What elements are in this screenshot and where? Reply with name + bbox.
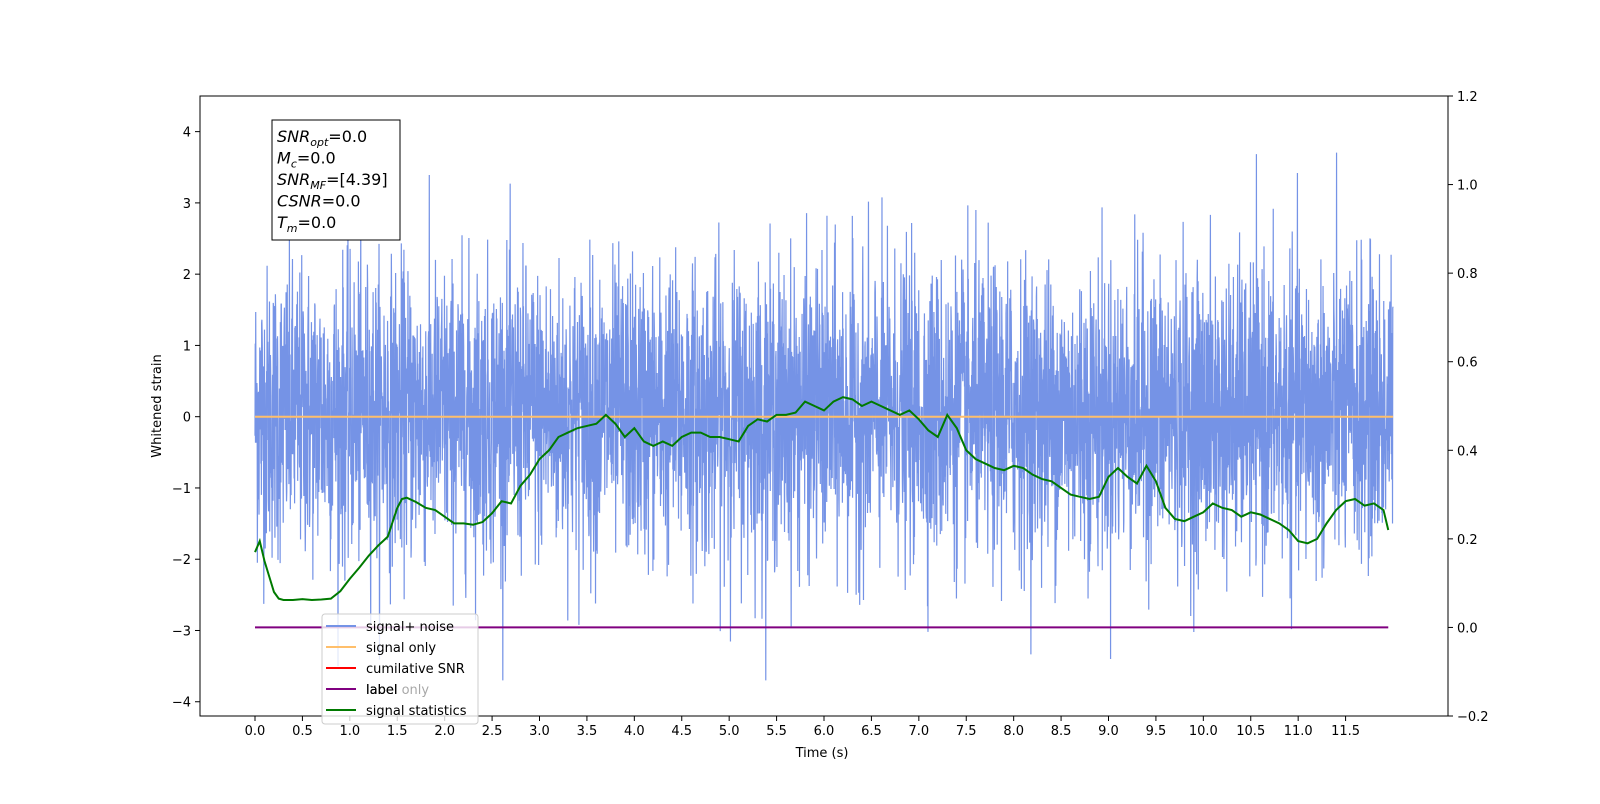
stats-value: =0.0 [328, 127, 367, 146]
x-tick-label: 5.0 [719, 724, 740, 739]
legend-frame [321, 613, 479, 725]
x-tick-label: 0.5 [292, 724, 313, 739]
x-tick-label: 3.0 [529, 724, 550, 739]
y-tick-label: −2 [172, 553, 191, 568]
y2-tick-label: 0.6 [1457, 356, 1478, 371]
stats-annotation-frame [271, 119, 401, 241]
y2-tick-label: 1.0 [1457, 179, 1478, 194]
stats-label: M [277, 149, 291, 168]
stats-annotation-line: SNRopt=0.0 [277, 127, 367, 149]
stats-value: =0.0 [322, 192, 361, 211]
legend-entry-label: label [366, 683, 397, 698]
legend-entry-label-overlapped: label only [366, 683, 429, 698]
x-tick-label: 1.5 [387, 724, 408, 739]
x-tick-label: 11.0 [1284, 724, 1313, 739]
x-axis: 0.0 0.5 1.0 1.5 2.0 2.5 3.0 3.5 4.0 4.5 5.0 5.5 6.0 6… [245, 716, 1360, 739]
y2-tick-label: 1.2 [1457, 90, 1478, 105]
noise-series-group [254, 152, 1394, 681]
legend[interactable]: signal+ noise signal only cumilative SNR la… [321, 613, 479, 725]
x-axis-title: Time (s) [795, 746, 849, 761]
legend-entry-label: signal only [366, 641, 436, 656]
legend-entry-label: signal statistics [366, 704, 467, 719]
x-tick-label: 3.5 [577, 724, 598, 739]
stats-value: =0.0 [298, 213, 337, 232]
x-tick-label: 4.5 [671, 724, 692, 739]
y-tick-label: 0 [183, 411, 191, 426]
y2-tick-label: 0.8 [1457, 267, 1478, 282]
y-tick-label: −4 [172, 696, 191, 711]
y-axis-left: 4 3 2 1 0 −1 −2 −3 −4 [172, 126, 200, 711]
y2-tick-label: 0.0 [1457, 621, 1478, 636]
series-signal-plus-noise-line [254, 152, 1394, 681]
stats-label: CSNR [277, 192, 322, 211]
x-tick-label: 8.0 [1003, 724, 1024, 739]
x-tick-label: 11.5 [1331, 724, 1360, 739]
y-tick-label: 3 [183, 197, 191, 212]
y2-tick-label: −0.2 [1457, 710, 1489, 725]
x-tick-label: 6.0 [814, 724, 835, 739]
stats-label-subscript: opt [310, 136, 329, 149]
stats-label: SNR [277, 127, 310, 146]
x-tick-label: 2.0 [434, 724, 455, 739]
x-tick-label: 0.0 [245, 724, 266, 739]
x-tick-label: 1.0 [339, 724, 360, 739]
y-axis-right: 1.2 1.0 0.8 0.6 0.4 0.2 0.0 −0.2 [1448, 90, 1489, 725]
y-tick-label: 1 [183, 339, 191, 354]
x-tick-label: 8.5 [1051, 724, 1072, 739]
stats-annotation-line: CSNR=0.0 [277, 192, 361, 211]
x-tick-label: 9.0 [1098, 724, 1119, 739]
legend-entry-label: cumilative SNR [366, 662, 465, 677]
stats-label-subscript: m [287, 222, 298, 235]
x-tick-label: 4.0 [624, 724, 645, 739]
stats-annotation-box: SNRopt=0.0Mc=0.0SNRMF=[4.39]CSNR=0.0Tm=0… [271, 119, 401, 241]
stats-annotation-line: Tm=0.0 [277, 213, 336, 235]
stats-annotation-line: SNRMF=[4.39] [277, 170, 388, 192]
stats-value: =0.0 [297, 149, 336, 168]
x-tick-label: 2.5 [482, 724, 503, 739]
y2-tick-label: 0.4 [1457, 444, 1478, 459]
stats-label: T [277, 213, 288, 232]
stats-annotation-line: Mc=0.0 [277, 149, 336, 171]
x-tick-label: 10.0 [1189, 724, 1218, 739]
y-tick-label: −1 [172, 482, 191, 497]
stats-label-subscript: MF [310, 179, 326, 192]
y-axis-title: Whitened strain [150, 354, 165, 457]
x-tick-label: 9.5 [1146, 724, 1167, 739]
y-tick-label: 4 [183, 126, 191, 141]
legend-entry-label: signal+ noise [366, 620, 454, 635]
legend-entry-label: label [366, 683, 397, 698]
x-tick-label: 7.0 [908, 724, 929, 739]
y-tick-label: 2 [183, 268, 191, 283]
stats-label: SNR [277, 170, 310, 189]
x-tick-label: 10.5 [1236, 724, 1265, 739]
x-tick-label: 5.5 [766, 724, 787, 739]
series-signal-statistics-line [254, 396, 1390, 601]
stats-label-subscript: c [291, 158, 297, 171]
y2-tick-label: 0.2 [1457, 533, 1478, 548]
x-tick-label: 6.5 [861, 724, 882, 739]
y-tick-label: −3 [172, 624, 191, 639]
stats-value: =[4.39] [326, 170, 388, 189]
x-tick-label: 7.5 [956, 724, 977, 739]
